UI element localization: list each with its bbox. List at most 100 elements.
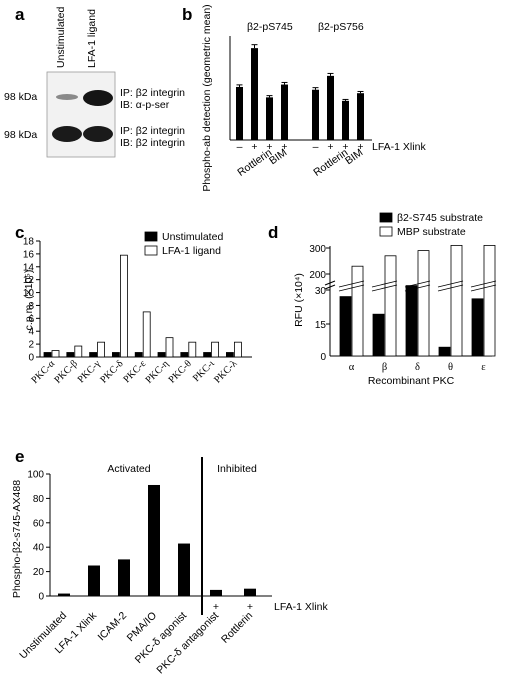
panel-d-bar-break-mark xyxy=(404,284,431,292)
panel-c-bar-ligand xyxy=(188,341,197,358)
panel-c-ytick-label: 12 xyxy=(23,275,35,286)
panel-b-bar xyxy=(281,84,288,140)
panel-d-bar-break-mark xyxy=(338,284,365,292)
panel-b-sign-label: + xyxy=(266,141,272,153)
panel-c-bar-ligand xyxy=(97,341,105,358)
ib-label-1: IB: α-p-ser xyxy=(120,99,170,111)
panel-b-bar xyxy=(327,75,334,140)
panel-c-legend-unstimulated: Unstimulated xyxy=(162,231,223,243)
band-pser-unstim xyxy=(56,94,78,100)
panel-e-xlink-sign: + xyxy=(247,601,253,613)
panel-b-bar xyxy=(357,93,364,140)
panel-c-bar-unstimulated xyxy=(157,352,166,358)
panel-c-bar-ligand xyxy=(165,337,174,358)
panel-c-bar-ligand xyxy=(233,341,242,358)
panel-d-ylabel: RFU (×10⁴) xyxy=(293,273,305,327)
panel-b: b Phospho-ab detection (geometric mean) … xyxy=(182,4,426,191)
panel-c-category-label: PKC-δ xyxy=(98,358,125,385)
panel-c-bar-unstimulated xyxy=(134,352,143,358)
panel-d-ytick-30: 30 xyxy=(315,286,327,297)
panel-d-bar-break-mark xyxy=(338,280,365,288)
panel-d-category-label: θ xyxy=(448,362,453,373)
panel-e-category-label: ICAM-2 xyxy=(95,610,129,644)
panel-e-bar xyxy=(178,543,190,596)
panel-c-category-label: PKC-θ xyxy=(167,358,194,385)
panel-c-bar-unstimulated xyxy=(89,352,97,358)
panel-e-section-inhibited: Inhibited xyxy=(217,463,257,475)
panel-d-bar-s745 xyxy=(471,298,484,357)
panel-c-category-label: PKC-γ xyxy=(76,358,103,385)
panel-e-category-label: PKC-δ antagonist xyxy=(154,610,221,677)
lane-label-unstimulated: Unstimulated xyxy=(55,7,67,68)
panel-d-bar-s745 xyxy=(405,285,418,357)
panel-c-ytick-label: 18 xyxy=(23,237,35,248)
panel-d-axis-break-2 xyxy=(324,284,336,290)
panel-d-bar-break-mark xyxy=(437,280,464,288)
panel-c-legend-ligand: LFA-1 ligand xyxy=(162,245,221,257)
kda-marker-2: 98 kDa xyxy=(4,129,37,141)
panel-a: a Unstimulated LFA-1 ligand 98 kDa 98 kD… xyxy=(4,5,185,158)
panel-c-category-label: PKC-η xyxy=(144,358,172,386)
panel-d-bar-mbp xyxy=(450,244,463,357)
band-total-ligand xyxy=(83,126,113,142)
band-pser-ligand xyxy=(83,90,113,106)
panel-c-bar-ligand xyxy=(51,350,60,358)
panel-e-xlink-sign: + xyxy=(213,601,219,613)
panel-c-ytick-label: 16 xyxy=(23,249,35,260)
panel-c-category-label: PKC-ε xyxy=(121,358,148,385)
panel-b-sign-label: + xyxy=(342,141,348,153)
panel-e-ytick-label: 0 xyxy=(38,592,44,603)
panel-e-ytick-label: 100 xyxy=(27,470,44,481)
panel-c-ytick-label: 2 xyxy=(28,340,34,351)
panel-d-bar-mbp xyxy=(417,250,430,357)
panel-b-label: b xyxy=(182,5,192,24)
panel-e-section-activated: Activated xyxy=(107,463,150,475)
band-total-unstim xyxy=(52,126,82,142)
panel-d-legend-swatch-mbp xyxy=(379,226,393,237)
panel-a-label: a xyxy=(15,5,25,24)
panel-e-bar xyxy=(118,559,130,596)
panel-d-bar-break-mark xyxy=(470,284,497,292)
panel-d-legend-s745: β2-S745 substrate xyxy=(397,212,483,224)
panel-b-sign-label: + xyxy=(251,141,257,153)
panel-b-bar xyxy=(236,86,243,140)
panel-b-sign-label: + xyxy=(327,141,333,153)
panel-d-bar-break-mark xyxy=(404,280,431,288)
panel-b-bar xyxy=(312,89,319,140)
panel-e-ytick-label: 40 xyxy=(33,543,45,554)
panel-c-ytick-label: 14 xyxy=(23,262,35,273)
panel-d-bar-s745 xyxy=(339,296,352,357)
panel-d-bar-mbp xyxy=(483,244,496,357)
panel-b-bar xyxy=(251,48,258,141)
kda-marker-1: 98 kDa xyxy=(4,91,37,103)
panel-c-ytick-label: 4 xyxy=(28,327,34,338)
panel-b-group-title-2: β2-pS756 xyxy=(318,21,364,33)
panel-c-category-label: PKC-λ xyxy=(212,358,239,385)
panel-c-legend-swatch-ligand xyxy=(144,245,158,256)
panel-e-bar xyxy=(210,589,222,596)
panel-e-row-label: LFA-1 Xlink xyxy=(274,601,328,613)
panel-c-ytick-label: 6 xyxy=(28,314,34,325)
panel-d-ytick-0: 0 xyxy=(320,352,326,363)
ip-label-1: IP: β2 integrin xyxy=(120,87,185,99)
panel-b-ylabel: Phospho-ab detection (geometric mean) xyxy=(201,4,213,191)
panel-d-bar-mbp xyxy=(351,265,364,357)
panel-d-axis-break-1 xyxy=(324,280,336,286)
panel-d-bar-break-mark xyxy=(371,284,398,292)
panel-c-bar-unstimulated xyxy=(66,352,75,358)
panel-d-ytick-15: 15 xyxy=(315,320,327,331)
panel-e-label: e xyxy=(15,447,24,466)
lane-label-lfa1-ligand: LFA-1 ligand xyxy=(86,9,98,68)
panel-c-bar-ligand xyxy=(211,341,220,358)
panel-c-bar-unstimulated xyxy=(180,352,189,358)
panel-c-ytick-label: 8 xyxy=(28,301,34,312)
panel-d: d RFU (×10⁴) 300 200 30 15 0 α β δ θ ε Recom… xyxy=(268,212,497,387)
panel-b-bar xyxy=(342,100,349,140)
panel-d-legend-mbp: MBP substrate xyxy=(397,226,466,238)
panel-d-bar-s745 xyxy=(438,346,451,357)
ip-label-2: IP: β2 integrin xyxy=(120,125,185,137)
panel-e-ytick-label: 80 xyxy=(33,494,45,505)
panel-d-label: d xyxy=(268,223,278,242)
panel-d-category-label: α xyxy=(349,362,355,373)
blot-frame xyxy=(46,71,116,158)
